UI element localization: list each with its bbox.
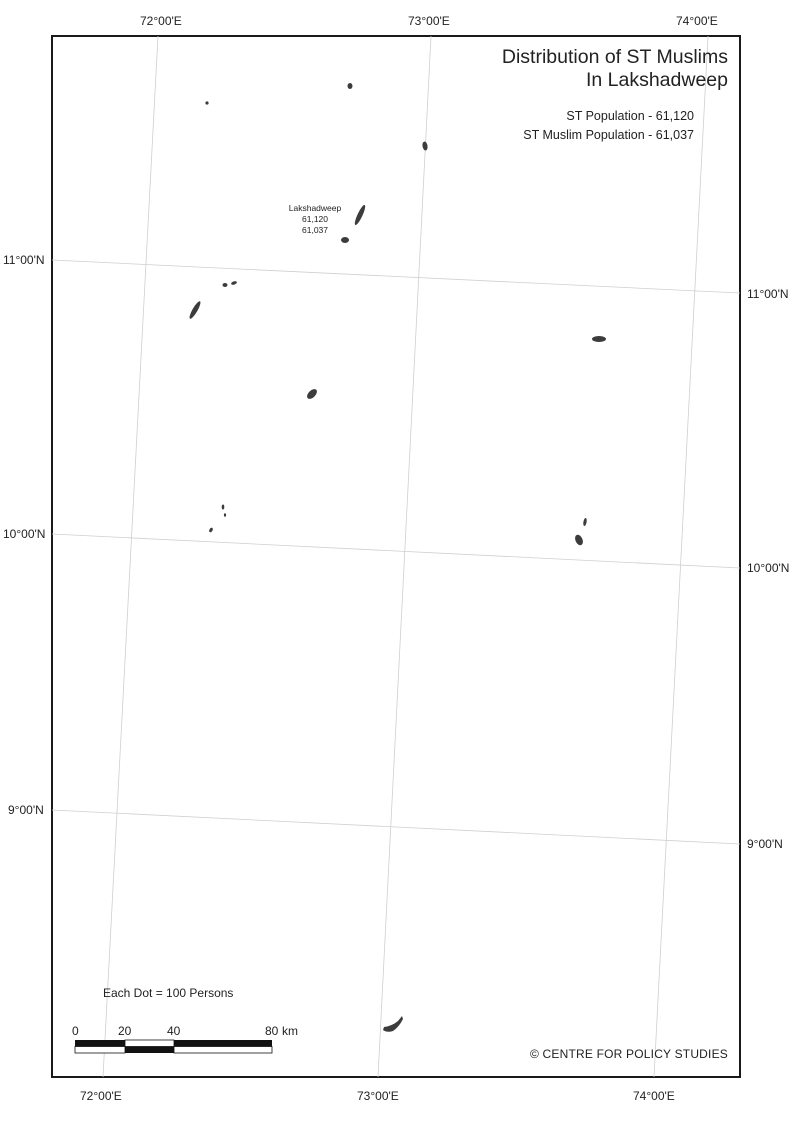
island-chetlat bbox=[422, 141, 428, 151]
district-st-population: 61,120 bbox=[302, 214, 328, 224]
meridian-74 bbox=[653, 35, 709, 1078]
scale-tick-80: 80 bbox=[265, 1024, 279, 1038]
st-muslim-population-text: ST Muslim Population - 61,037 bbox=[523, 128, 694, 142]
meridian-73 bbox=[377, 35, 432, 1078]
island-cherbaniani bbox=[205, 101, 209, 105]
island-minicoy bbox=[383, 1016, 403, 1032]
map-title: Distribution of ST Muslims In Lakshadwee… bbox=[502, 46, 728, 92]
island-suheli-3 bbox=[209, 527, 213, 533]
longitude-label-top-73: 73°00'E bbox=[408, 14, 450, 28]
island-bangaram bbox=[307, 389, 317, 399]
map-frame bbox=[51, 35, 741, 1078]
island-kalpeni-1 bbox=[583, 518, 587, 526]
island-suheli-2 bbox=[223, 513, 227, 517]
longitude-label-top-74: 74°00'E bbox=[676, 14, 718, 28]
latitude-label-right-10: 10°00'N bbox=[747, 561, 790, 575]
st-population-text: ST Population - 61,120 bbox=[566, 109, 694, 123]
island-androth bbox=[592, 336, 606, 342]
map-title-line-2: In Lakshadweep bbox=[585, 69, 728, 91]
scale-bar-graphic bbox=[74, 1039, 273, 1054]
latitude-label-left-9: 9°00'N bbox=[8, 803, 44, 817]
scale-tick-40: 40 bbox=[167, 1024, 181, 1038]
meridian-72 bbox=[102, 35, 159, 1078]
longitude-label-bottom-74: 74°00'E bbox=[633, 1089, 675, 1103]
island-agatti bbox=[189, 301, 201, 319]
island-bitra bbox=[347, 83, 353, 89]
map-title-line-1: Distribution of ST Muslims bbox=[501, 46, 728, 68]
longitude-label-top-72: 72°00'E bbox=[140, 14, 182, 28]
district-label: Lakshadweep 61,120 61,037 bbox=[284, 203, 346, 236]
latitude-label-right-11: 11°00'N bbox=[747, 287, 789, 301]
parallel-11 bbox=[51, 259, 741, 294]
parallel-10 bbox=[51, 533, 741, 569]
island-suheli-1 bbox=[221, 504, 225, 510]
population-stats: ST Population - 61,120 ST Muslim Populat… bbox=[523, 107, 694, 145]
latitude-label-left-11: 11°00'N bbox=[3, 253, 45, 267]
scale-unit: km bbox=[282, 1024, 298, 1038]
latitude-label-left-10: 10°00'N bbox=[3, 527, 46, 541]
parallel-9 bbox=[51, 809, 741, 845]
longitude-label-bottom-73: 73°00'E bbox=[357, 1089, 399, 1103]
island-amini-2 bbox=[231, 281, 237, 285]
copyright-credit: © CENTRE FOR POLICY STUDIES bbox=[529, 1047, 728, 1061]
island-amini bbox=[222, 283, 228, 287]
district-name: Lakshadweep bbox=[288, 203, 342, 213]
island-kadmat bbox=[341, 237, 349, 243]
island-kiltan bbox=[354, 204, 366, 226]
latitude-label-right-9: 9°00'N bbox=[747, 837, 783, 851]
scale-tick-0: 0 bbox=[72, 1024, 79, 1038]
district-st-muslim-population: 61,037 bbox=[302, 225, 328, 235]
scale-tick-20: 20 bbox=[118, 1024, 132, 1038]
longitude-label-bottom-72: 72°00'E bbox=[80, 1089, 122, 1103]
island-kalpeni-2 bbox=[575, 534, 583, 546]
dot-legend: Each Dot = 100 Persons bbox=[103, 986, 234, 1000]
islands bbox=[189, 83, 606, 1032]
